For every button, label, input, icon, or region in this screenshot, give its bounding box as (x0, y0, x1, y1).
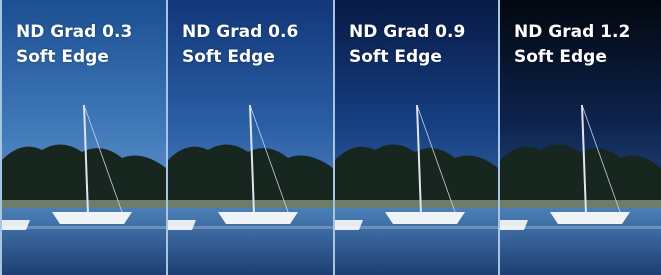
reflection (335, 226, 498, 229)
panel-subtitle: Soft Edge (349, 45, 465, 70)
shore (500, 200, 661, 208)
panel-title: ND Grad 0.3 (16, 20, 132, 45)
shore (168, 200, 333, 208)
boat-hull (218, 212, 298, 224)
shore (335, 200, 498, 208)
boat-hull (52, 212, 132, 224)
boat-hull (385, 212, 465, 224)
reflection (2, 226, 166, 229)
shore (2, 200, 166, 208)
panel-title: ND Grad 0.9 (349, 20, 465, 45)
panel-subtitle: Soft Edge (16, 45, 132, 70)
panel-subtitle: Soft Edge (514, 45, 630, 70)
reflection (168, 226, 333, 229)
filter-comparison: ND Grad 0.3Soft EdgeND Grad 0.6Soft Edge… (0, 0, 661, 275)
reflection (500, 226, 661, 229)
panel-title: ND Grad 0.6 (182, 20, 298, 45)
panel-title: ND Grad 1.2 (514, 20, 630, 45)
boat-hull (550, 212, 630, 224)
panel-subtitle: Soft Edge (182, 45, 298, 70)
